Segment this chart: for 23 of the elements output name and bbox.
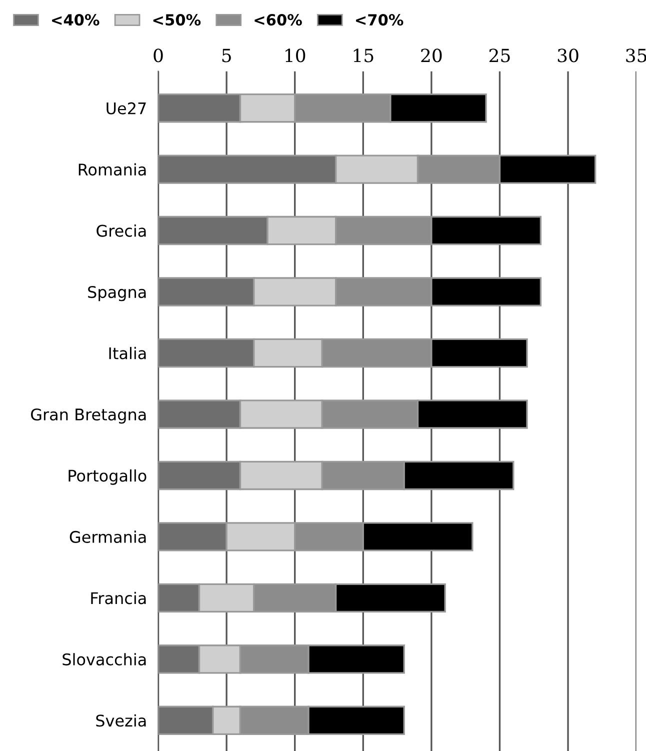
y-tick-label: Slovacchia (62, 653, 146, 666)
x-tick-label: 5 (222, 48, 231, 62)
legend-label: <50% (153, 14, 201, 26)
x-tick-label: 30 (558, 48, 578, 62)
y-tick-label: Francia (91, 592, 146, 604)
y-tick-label: Grecia (96, 224, 146, 237)
y-tick-label: Romania (78, 163, 146, 176)
legend-label: <40% (52, 14, 100, 26)
y-tick-label: Gran Bretagna (31, 408, 146, 424)
y-tick-label: Svezia (96, 714, 146, 727)
x-tick-label: 20 (421, 48, 442, 62)
y-tick-label: Italia (109, 346, 146, 360)
x-tick-label: 15 (354, 48, 374, 62)
x-tick-label: 10 (286, 48, 306, 62)
legend-label: <60% (254, 14, 302, 26)
y-tick-label: Germania (70, 530, 146, 543)
legend-label: <70% (356, 14, 404, 26)
y-tick-label: Spagna (88, 286, 146, 302)
y-tick-label: Ue27 (106, 102, 146, 114)
x-tick-label: 25 (489, 48, 510, 62)
x-tick-label: 0 (154, 48, 163, 62)
x-tick-label: 35 (626, 48, 646, 62)
y-tick-label: Portogallo (68, 469, 146, 485)
